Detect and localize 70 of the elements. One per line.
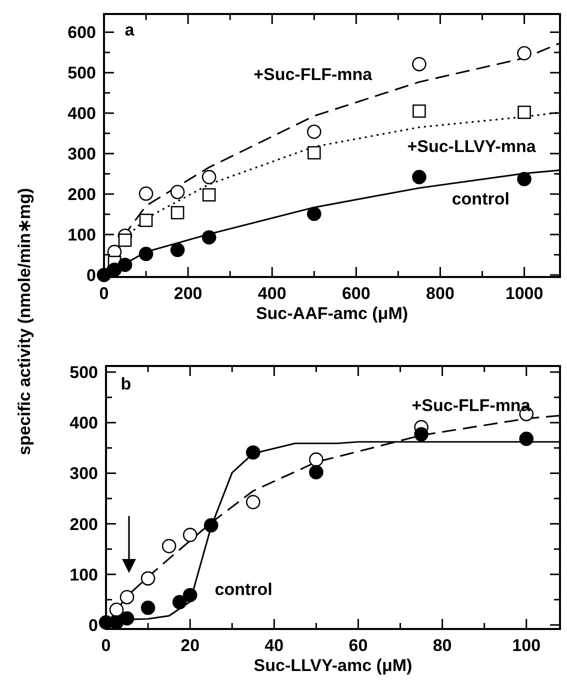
- y-axis-title: specific activity (nmole/min∗mg): [15, 188, 34, 456]
- point: [519, 432, 534, 446]
- annotation: a: [124, 20, 135, 40]
- y-tick-label: 500: [70, 363, 98, 382]
- x-tick-label: 1000: [505, 284, 544, 303]
- point: [202, 188, 216, 202]
- point: [162, 538, 176, 554]
- point: [170, 242, 185, 258]
- x-tick-label: 100: [512, 636, 541, 655]
- point: [412, 57, 426, 72]
- annotation: control: [214, 580, 272, 600]
- point: [202, 230, 216, 244]
- annotation: +Suc-LLVY-mna: [407, 137, 536, 156]
- annotation: b: [120, 374, 132, 394]
- point: [138, 186, 154, 201]
- y-tick-label: 400: [70, 414, 98, 433]
- point: [306, 206, 322, 222]
- point: [140, 571, 156, 586]
- point: [246, 494, 260, 510]
- point: [172, 595, 187, 610]
- x-tick-label: 800: [426, 284, 454, 303]
- y-tick-label: 300: [68, 144, 96, 164]
- point: [118, 258, 132, 272]
- point: [170, 184, 185, 200]
- point: [246, 445, 260, 460]
- x-tick-label: 0: [101, 636, 111, 655]
- point: [309, 465, 324, 480]
- point: [182, 528, 198, 542]
- y-tick-label: 500: [68, 64, 96, 83]
- x-tick-label: 40: [264, 636, 284, 655]
- y-tick-label: 300: [70, 464, 98, 484]
- point: [120, 611, 134, 626]
- y-tick-label: 0: [86, 266, 96, 285]
- y-tick-label: 600: [68, 23, 96, 42]
- y-tick-label: 400: [68, 104, 96, 124]
- y-tick-label: 0: [88, 616, 98, 635]
- annotation: +Suc-FLF-mna: [412, 396, 531, 415]
- point: [517, 172, 532, 186]
- point: [140, 600, 156, 615]
- point: [517, 46, 532, 60]
- point: [309, 452, 324, 467]
- point: [412, 170, 426, 184]
- annotation: +Suc-FLF-mna: [254, 64, 373, 84]
- point: [120, 590, 134, 604]
- x-tick-label: 60: [348, 636, 368, 655]
- point: [138, 246, 154, 262]
- point: [170, 206, 184, 220]
- y-tick-label: 200: [70, 514, 98, 534]
- x-axis-title: Suc-AAF-amc (μM): [256, 304, 408, 323]
- point: [182, 588, 198, 602]
- point: [202, 170, 216, 184]
- x-tick-label: 600: [342, 284, 370, 303]
- point: [109, 602, 124, 617]
- point: [204, 518, 218, 532]
- x-tick-label: 20: [180, 636, 200, 655]
- y-tick-label: 200: [68, 185, 96, 204]
- point: [118, 234, 132, 247]
- x-tick-label: 400: [258, 284, 286, 303]
- x-tick-label: 200: [174, 284, 202, 303]
- x-tick-label: 80: [432, 636, 452, 655]
- point: [412, 104, 426, 118]
- point: [518, 106, 531, 119]
- point: [306, 124, 322, 139]
- y-tick-label: 100: [68, 226, 96, 245]
- y-tick-label: 100: [70, 565, 98, 584]
- point: [307, 146, 321, 160]
- annotation: control: [452, 189, 510, 208]
- point: [139, 214, 153, 228]
- x-axis-title: Suc-LLVY-amc (μM): [254, 656, 412, 675]
- point: [414, 427, 428, 442]
